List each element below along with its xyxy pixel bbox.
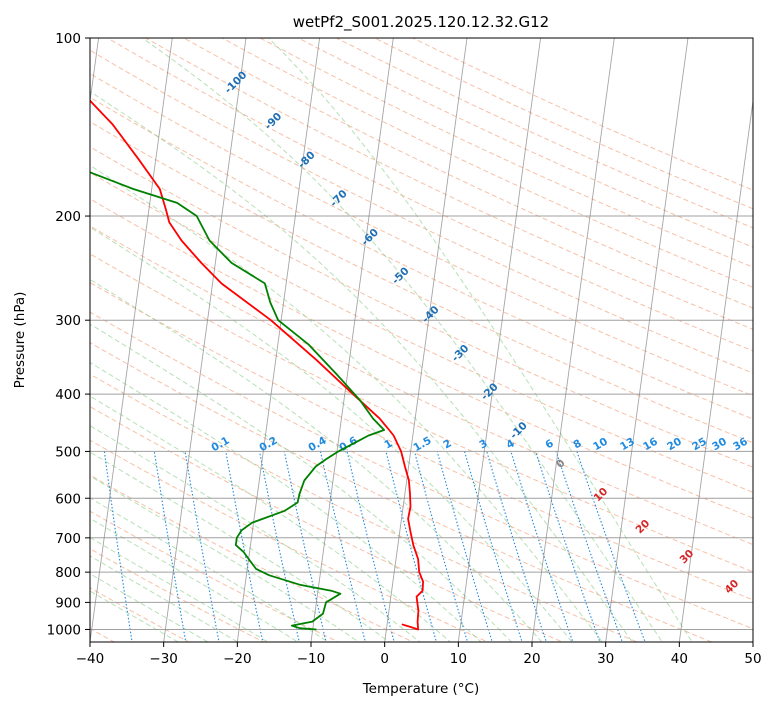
- x-tick-label: 30: [597, 651, 614, 667]
- x-tick-label: 10: [450, 651, 467, 667]
- isotherm: [457, 38, 542, 642]
- isotherm: [531, 38, 615, 642]
- moist-adiabat: [90, 226, 573, 642]
- x-tick-label: 0: [380, 651, 389, 667]
- dry-adiabat: [106, 38, 753, 352]
- dry-adiabat: [90, 73, 753, 397]
- y-tick-label: 600: [55, 491, 81, 507]
- x-tick-label: 40: [671, 651, 688, 667]
- isotherm: [163, 38, 247, 642]
- y-tick-label: 1000: [47, 622, 81, 638]
- dry-adiabat: [90, 146, 753, 468]
- dewpoint-profile: [90, 171, 385, 631]
- y-tick-label: 400: [55, 387, 81, 403]
- y-tick-label: 200: [55, 209, 81, 225]
- x-axis-label: Temperature (°C): [362, 681, 480, 697]
- y-tick-label: 500: [55, 444, 81, 460]
- dry-adiabat: [90, 474, 415, 642]
- moist-adiabat: [90, 451, 391, 642]
- moist-adiabat: [90, 475, 360, 642]
- y-axis-label: Pressure (hPa): [12, 292, 28, 389]
- isotherm: [236, 38, 321, 642]
- plot-frame: [89, 37, 754, 643]
- dry-adiabat: [90, 96, 753, 420]
- moist-adiabat: [90, 278, 543, 642]
- isotherm: [678, 97, 753, 642]
- x-axis: −40 −30 −20 −10 0 10 20 30 40 50: [76, 642, 762, 667]
- dry-adiabat: [90, 253, 753, 573]
- x-tick-label: 50: [744, 651, 761, 667]
- dry-adiabat: [90, 49, 753, 374]
- moist-adiabat: [90, 395, 452, 642]
- dry-adiabat: [90, 439, 489, 642]
- isotherm: [310, 38, 394, 642]
- x-tick-label: −10: [297, 651, 326, 667]
- temperature-profile: [90, 99, 424, 631]
- dry-adiabat: [90, 342, 714, 642]
- y-tick-label: 300: [55, 313, 81, 329]
- dry-adiabat: [90, 311, 753, 630]
- dry-adiabat: [90, 510, 340, 642]
- background-lines: [90, 38, 753, 642]
- sounding-profiles: [90, 99, 424, 631]
- isotherm: [90, 38, 173, 642]
- moist-adiabat: [141, 38, 663, 642]
- x-tick-label: −20: [223, 651, 252, 667]
- y-tick-label: 100: [55, 31, 81, 47]
- x-tick-label: −30: [149, 651, 178, 667]
- dry-adiabat: [90, 587, 190, 642]
- isotherm: [605, 38, 689, 642]
- moist-adiabat: [90, 361, 482, 642]
- chart-title: wetPf2_S001.2025.120.12.32.G12: [293, 13, 549, 32]
- moist-adiabat: [90, 323, 513, 642]
- y-tick-label: 900: [55, 595, 81, 611]
- moist-adiabat: [90, 536, 269, 642]
- x-tick-label: −40: [76, 651, 105, 667]
- moist-adiabat: [90, 517, 299, 642]
- isotherm: [384, 38, 468, 642]
- moist-adiabat: [90, 555, 239, 642]
- y-axis: 1000 900 800 700 600 500 400 300 200 100: [47, 31, 90, 638]
- y-tick-label: 800: [55, 565, 81, 581]
- moist-adiabat: [267, 38, 693, 642]
- y-tick-label: 700: [55, 531, 81, 547]
- x-tick-label: 20: [523, 651, 540, 667]
- dry-adiabat: [90, 406, 564, 642]
- dry-adiabat: [90, 121, 753, 444]
